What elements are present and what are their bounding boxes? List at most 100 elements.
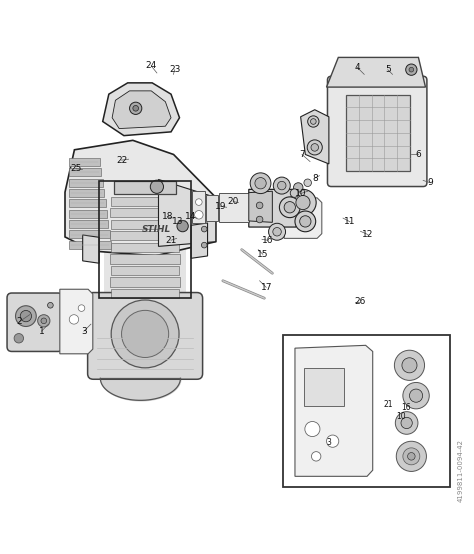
Circle shape — [269, 223, 285, 240]
Text: 16: 16 — [262, 236, 273, 245]
Circle shape — [308, 116, 319, 127]
Polygon shape — [65, 140, 216, 256]
Bar — [192, 191, 205, 223]
Circle shape — [250, 173, 271, 193]
Polygon shape — [191, 223, 208, 258]
Text: 4: 4 — [355, 63, 360, 72]
Circle shape — [311, 143, 319, 151]
Text: 25: 25 — [70, 164, 82, 173]
Bar — [69, 199, 106, 207]
Text: 10: 10 — [295, 189, 306, 198]
Text: 22: 22 — [116, 156, 127, 165]
Circle shape — [403, 382, 429, 409]
Text: 26: 26 — [355, 297, 366, 306]
Circle shape — [410, 389, 423, 402]
Bar — [115, 181, 176, 194]
Circle shape — [396, 442, 427, 471]
Bar — [69, 209, 107, 218]
Text: 10: 10 — [396, 412, 406, 420]
Polygon shape — [295, 345, 373, 476]
Circle shape — [311, 452, 321, 461]
Bar — [110, 208, 180, 217]
Circle shape — [256, 202, 263, 209]
Circle shape — [196, 199, 202, 206]
Polygon shape — [249, 189, 301, 227]
FancyBboxPatch shape — [328, 76, 427, 187]
Text: 2: 2 — [17, 317, 22, 326]
Bar — [69, 189, 104, 197]
Text: 5: 5 — [385, 65, 391, 74]
Text: 3: 3 — [81, 327, 87, 336]
Bar — [111, 220, 179, 229]
Circle shape — [284, 202, 295, 213]
Circle shape — [290, 189, 299, 197]
Text: 18: 18 — [162, 212, 173, 221]
Bar — [69, 178, 103, 187]
Circle shape — [307, 140, 322, 155]
Circle shape — [310, 119, 316, 124]
Bar — [69, 168, 101, 176]
Circle shape — [69, 315, 79, 324]
Circle shape — [195, 211, 203, 219]
Circle shape — [290, 189, 316, 216]
Text: 7: 7 — [299, 150, 305, 159]
Circle shape — [296, 196, 310, 209]
Circle shape — [279, 197, 300, 218]
Text: 3: 3 — [327, 438, 331, 448]
Circle shape — [395, 412, 418, 434]
Bar — [283, 335, 450, 487]
Circle shape — [300, 216, 311, 227]
Circle shape — [150, 180, 164, 193]
Circle shape — [273, 177, 290, 194]
Text: 19: 19 — [215, 202, 226, 211]
Text: 4199811-0094-42: 4199811-0094-42 — [458, 439, 464, 502]
Circle shape — [121, 310, 169, 357]
Circle shape — [402, 358, 417, 373]
Circle shape — [305, 422, 320, 437]
Bar — [111, 266, 179, 275]
Bar — [346, 95, 410, 171]
Bar — [110, 254, 180, 264]
Bar — [69, 241, 111, 249]
Circle shape — [111, 300, 179, 368]
Text: 14: 14 — [185, 212, 197, 221]
Circle shape — [401, 417, 412, 429]
Circle shape — [293, 183, 303, 192]
Text: 16: 16 — [401, 403, 410, 413]
Text: 23: 23 — [169, 65, 181, 74]
Text: 21: 21 — [165, 236, 177, 245]
Polygon shape — [327, 58, 426, 87]
Circle shape — [37, 315, 50, 327]
Text: 17: 17 — [261, 283, 272, 292]
Circle shape — [177, 220, 188, 232]
Polygon shape — [158, 179, 216, 247]
Bar — [111, 289, 179, 298]
FancyBboxPatch shape — [7, 293, 63, 351]
Circle shape — [406, 64, 417, 75]
Text: 13: 13 — [173, 217, 184, 226]
Polygon shape — [112, 91, 171, 129]
Text: 8: 8 — [312, 173, 318, 183]
Circle shape — [201, 226, 207, 232]
Text: 15: 15 — [257, 250, 269, 259]
Bar — [110, 278, 180, 286]
Polygon shape — [249, 191, 273, 222]
Polygon shape — [284, 198, 322, 238]
Circle shape — [255, 178, 266, 189]
Bar — [206, 194, 218, 221]
Circle shape — [16, 306, 36, 326]
Text: 12: 12 — [362, 230, 374, 239]
Circle shape — [47, 302, 53, 308]
Circle shape — [295, 211, 316, 232]
Circle shape — [129, 102, 142, 115]
Text: 11: 11 — [344, 217, 356, 227]
Circle shape — [20, 310, 32, 322]
Circle shape — [273, 228, 281, 236]
Circle shape — [277, 181, 286, 190]
Bar — [304, 368, 345, 406]
Polygon shape — [301, 110, 329, 164]
Polygon shape — [103, 83, 180, 136]
Bar — [69, 158, 100, 166]
Circle shape — [41, 318, 46, 324]
Text: 1: 1 — [38, 327, 44, 336]
